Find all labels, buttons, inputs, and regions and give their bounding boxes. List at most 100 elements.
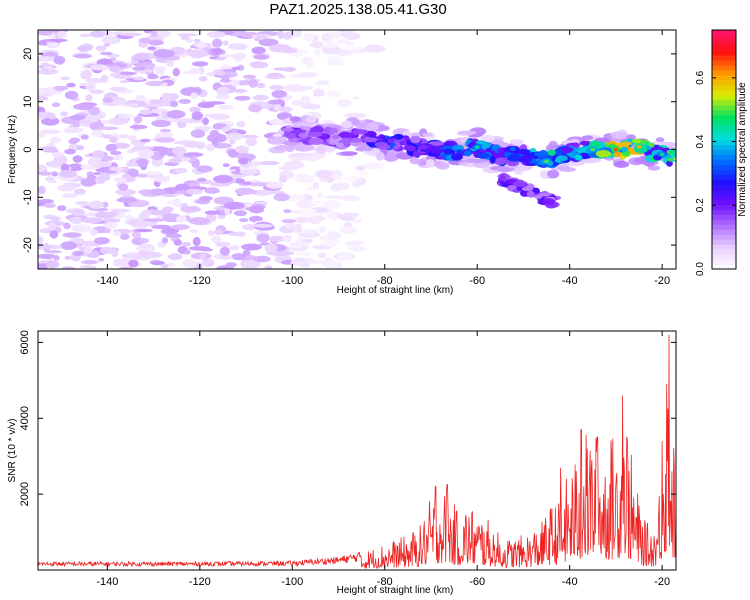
noise-speckle bbox=[105, 143, 118, 152]
noise-speckle bbox=[353, 96, 360, 100]
noise-speckle bbox=[296, 233, 313, 237]
ridge-halo bbox=[655, 137, 665, 143]
x-tick-label: -20 bbox=[654, 576, 670, 588]
ridge-cell bbox=[547, 149, 557, 156]
noise-speckle bbox=[209, 129, 220, 138]
noise-speckle bbox=[66, 82, 76, 88]
spectrogram-layer bbox=[38, 30, 676, 269]
noise-speckle bbox=[72, 103, 95, 111]
ridge-cell bbox=[579, 140, 592, 146]
noise-speckle bbox=[312, 92, 325, 97]
noise-speckle bbox=[74, 201, 91, 206]
noise-speckle bbox=[184, 249, 191, 255]
noise-speckle bbox=[56, 205, 67, 212]
noise-speckle bbox=[173, 239, 183, 246]
colorbar-label: Normalized spectral amplitude bbox=[737, 82, 748, 217]
noise-speckle bbox=[325, 260, 343, 269]
noise-speckle bbox=[303, 33, 315, 42]
noise-speckle bbox=[295, 49, 308, 55]
noise-speckle bbox=[88, 200, 104, 209]
noise-speckle bbox=[145, 80, 167, 87]
ridge-cell bbox=[403, 146, 417, 151]
ridge-halo bbox=[547, 169, 560, 179]
x-tick-label: -120 bbox=[189, 275, 211, 287]
ridge-cell bbox=[489, 155, 496, 164]
noise-speckle bbox=[282, 32, 294, 40]
noise-speckle bbox=[344, 112, 367, 119]
ridge-cell bbox=[293, 129, 307, 134]
noise-speckle bbox=[346, 41, 354, 46]
noise-speckle bbox=[133, 52, 149, 61]
noise-speckle bbox=[38, 93, 51, 97]
noise-speckle bbox=[47, 222, 57, 232]
ridge-cell bbox=[497, 147, 504, 154]
noise-speckle bbox=[259, 160, 280, 166]
x-tick-label: -40 bbox=[562, 275, 578, 287]
noise-speckle bbox=[145, 171, 162, 176]
noise-speckle bbox=[49, 136, 62, 144]
noise-speckle bbox=[174, 167, 188, 174]
noise-speckle bbox=[250, 182, 268, 187]
colorbar-step bbox=[712, 154, 736, 161]
colorbar-step bbox=[712, 164, 736, 171]
branch-cell bbox=[512, 181, 527, 187]
noise-speckle bbox=[271, 90, 287, 98]
colorbar-step bbox=[712, 44, 736, 51]
ridge-halo bbox=[456, 130, 477, 135]
noise-speckle bbox=[113, 231, 122, 237]
colorbar-step bbox=[712, 69, 736, 76]
noise-speckle bbox=[204, 101, 226, 105]
noise-speckle bbox=[265, 181, 284, 189]
colorbar-step bbox=[712, 259, 736, 265]
ridge-cell bbox=[307, 131, 323, 137]
noise-speckle bbox=[99, 51, 113, 56]
noise-speckle bbox=[326, 90, 342, 98]
noise-speckle bbox=[215, 94, 230, 100]
noise-speckle bbox=[119, 71, 138, 75]
colorbar-step bbox=[712, 129, 736, 136]
branch-cell bbox=[533, 194, 543, 199]
noise-speckle bbox=[110, 155, 124, 161]
noise-speckle bbox=[128, 135, 137, 141]
colorbar-step bbox=[712, 249, 736, 255]
noise-speckle bbox=[191, 111, 203, 120]
noise-speckle bbox=[109, 136, 118, 144]
noise-speckle bbox=[194, 126, 213, 130]
noise-speckle bbox=[64, 256, 71, 260]
noise-speckle bbox=[119, 80, 130, 84]
noise-speckle bbox=[89, 30, 106, 38]
noise-speckle bbox=[80, 134, 89, 140]
ridge-halo bbox=[610, 131, 628, 140]
noise-speckle bbox=[39, 129, 61, 135]
colorbar-step bbox=[712, 149, 736, 156]
noise-speckle bbox=[38, 199, 54, 204]
colorbar-tick-label: 0.6 bbox=[695, 70, 706, 84]
noise-speckle bbox=[69, 137, 81, 143]
noise-speckle bbox=[79, 120, 95, 124]
noise-speckle bbox=[210, 235, 222, 244]
noise-speckle bbox=[345, 176, 361, 182]
noise-speckle bbox=[104, 221, 118, 230]
ridge-cell bbox=[574, 154, 583, 161]
branch-cell bbox=[526, 190, 535, 198]
noise-speckle bbox=[253, 255, 271, 263]
noise-speckle bbox=[138, 250, 149, 256]
noise-speckle bbox=[151, 157, 164, 167]
ridge-halo bbox=[465, 158, 487, 164]
ridge-cell bbox=[335, 142, 344, 147]
noise-speckle bbox=[293, 216, 311, 224]
ridge-halo bbox=[285, 145, 295, 152]
ridge-halo bbox=[409, 157, 420, 165]
noise-speckle bbox=[62, 232, 82, 238]
noise-speckle bbox=[133, 116, 143, 124]
noise-speckle bbox=[79, 33, 91, 38]
noise-speckle bbox=[119, 266, 134, 269]
noise-speckle bbox=[60, 163, 70, 172]
noise-speckle bbox=[69, 216, 84, 224]
noise-speckle bbox=[175, 190, 189, 195]
colorbar-tick-label: 0.2 bbox=[695, 198, 706, 212]
noise-speckle bbox=[351, 219, 363, 223]
noise-speckle bbox=[81, 240, 98, 247]
noise-speckle bbox=[102, 218, 121, 223]
noise-speckle bbox=[322, 200, 342, 210]
